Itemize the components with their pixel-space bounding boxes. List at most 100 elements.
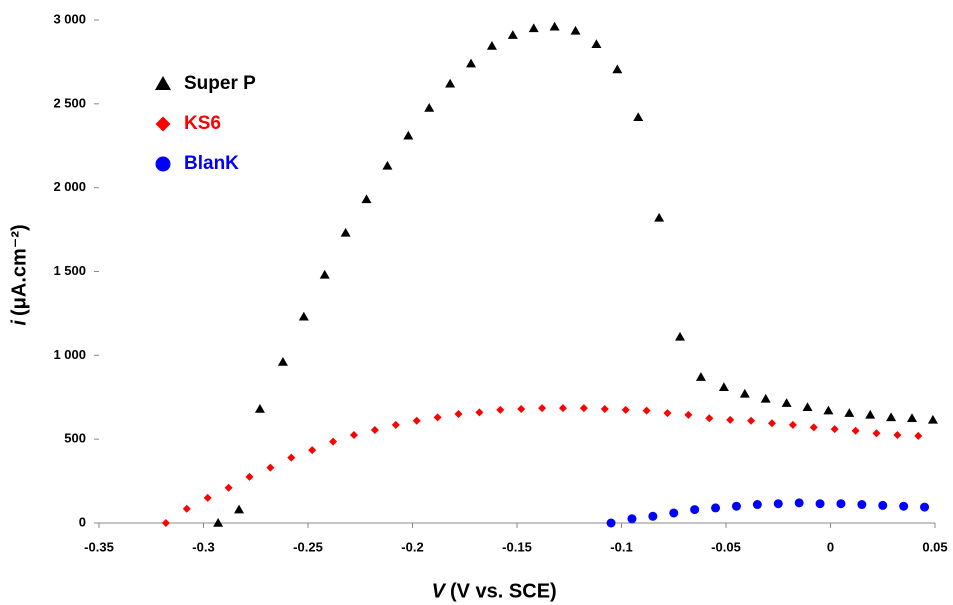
marker bbox=[690, 505, 700, 515]
x-tick-label: -0.35 bbox=[84, 539, 114, 554]
y-tick-label: 1 000 bbox=[53, 347, 86, 362]
marker bbox=[254, 403, 265, 413]
marker bbox=[340, 227, 351, 237]
legend-marker bbox=[155, 156, 171, 172]
marker bbox=[739, 388, 750, 398]
y-label-unit: (μA.cm⁻²) bbox=[8, 224, 30, 316]
marker bbox=[788, 420, 797, 429]
legend-marker bbox=[155, 76, 171, 90]
x-tick-label: -0.15 bbox=[502, 539, 532, 554]
x-tick-label: -0.3 bbox=[192, 539, 214, 554]
marker bbox=[669, 508, 679, 518]
marker bbox=[298, 311, 309, 321]
marker bbox=[633, 112, 644, 121]
marker bbox=[570, 25, 581, 35]
marker bbox=[865, 409, 876, 419]
marker bbox=[794, 498, 804, 508]
marker bbox=[234, 504, 245, 514]
y-label: i (μA.cm⁻²) bbox=[8, 224, 30, 325]
marker bbox=[203, 493, 212, 502]
marker bbox=[182, 504, 191, 513]
marker bbox=[475, 408, 484, 417]
marker bbox=[433, 413, 442, 422]
marker bbox=[496, 405, 505, 414]
marker bbox=[507, 30, 518, 39]
marker bbox=[370, 425, 379, 434]
marker bbox=[802, 402, 813, 412]
marker bbox=[528, 23, 539, 33]
marker bbox=[319, 269, 330, 279]
x-label-symbol: V bbox=[432, 580, 447, 602]
marker bbox=[382, 160, 393, 170]
x-tick-label: -0.1 bbox=[610, 539, 632, 554]
marker bbox=[927, 414, 938, 424]
marker bbox=[308, 446, 317, 455]
marker bbox=[752, 500, 762, 510]
marker bbox=[591, 39, 602, 49]
marker bbox=[403, 130, 414, 140]
marker bbox=[412, 416, 421, 425]
marker bbox=[767, 419, 776, 428]
marker bbox=[654, 212, 665, 222]
x-tick-label: 0 bbox=[827, 539, 834, 554]
marker bbox=[886, 412, 897, 422]
marker bbox=[361, 194, 372, 204]
marker bbox=[920, 502, 930, 512]
marker bbox=[648, 511, 658, 521]
marker bbox=[486, 40, 497, 50]
marker bbox=[823, 405, 834, 415]
x-tick-label: -0.25 bbox=[293, 539, 323, 554]
marker bbox=[517, 404, 526, 413]
marker bbox=[549, 21, 560, 31]
marker bbox=[538, 404, 547, 413]
x-tick-label: 0.05 bbox=[922, 539, 947, 554]
y-tick-label: 3 000 bbox=[53, 11, 86, 26]
x-label-unit: (V vs. SCE) bbox=[450, 580, 557, 602]
marker bbox=[287, 453, 296, 462]
marker bbox=[627, 514, 637, 524]
marker bbox=[454, 410, 463, 419]
marker bbox=[606, 518, 616, 528]
marker bbox=[726, 415, 735, 424]
marker bbox=[781, 398, 792, 407]
marker bbox=[349, 430, 358, 439]
marker bbox=[878, 500, 888, 510]
marker bbox=[621, 405, 630, 414]
marker bbox=[893, 430, 902, 439]
marker bbox=[857, 500, 867, 510]
marker bbox=[600, 404, 609, 413]
marker bbox=[914, 431, 923, 440]
marker bbox=[213, 518, 224, 527]
marker bbox=[612, 64, 623, 74]
marker bbox=[391, 420, 400, 429]
marker bbox=[684, 410, 693, 419]
marker bbox=[851, 426, 860, 435]
marker bbox=[161, 519, 170, 527]
marker bbox=[245, 472, 254, 481]
marker bbox=[907, 413, 918, 422]
marker bbox=[809, 423, 818, 432]
x-tick-label: -0.2 bbox=[401, 539, 423, 554]
y-tick-label: 2 000 bbox=[53, 179, 86, 194]
y-label-symbol: i bbox=[8, 320, 30, 326]
y-tick-label: 500 bbox=[64, 431, 86, 446]
legend-label: Super P bbox=[184, 73, 256, 94]
marker bbox=[731, 501, 741, 511]
marker bbox=[773, 499, 783, 509]
marker bbox=[663, 409, 672, 418]
marker bbox=[329, 437, 338, 446]
marker bbox=[872, 429, 881, 438]
marker bbox=[558, 404, 567, 413]
marker bbox=[899, 501, 909, 511]
marker bbox=[760, 393, 771, 403]
marker bbox=[642, 406, 651, 415]
marker bbox=[830, 425, 839, 434]
y-tick-label: 2 500 bbox=[53, 95, 86, 110]
legend-label: KS6 bbox=[184, 113, 221, 134]
marker bbox=[277, 357, 288, 366]
marker bbox=[466, 58, 477, 68]
marker bbox=[445, 78, 456, 88]
marker bbox=[747, 416, 756, 425]
marker bbox=[844, 408, 855, 417]
y-tick-label: 1 500 bbox=[53, 263, 86, 278]
